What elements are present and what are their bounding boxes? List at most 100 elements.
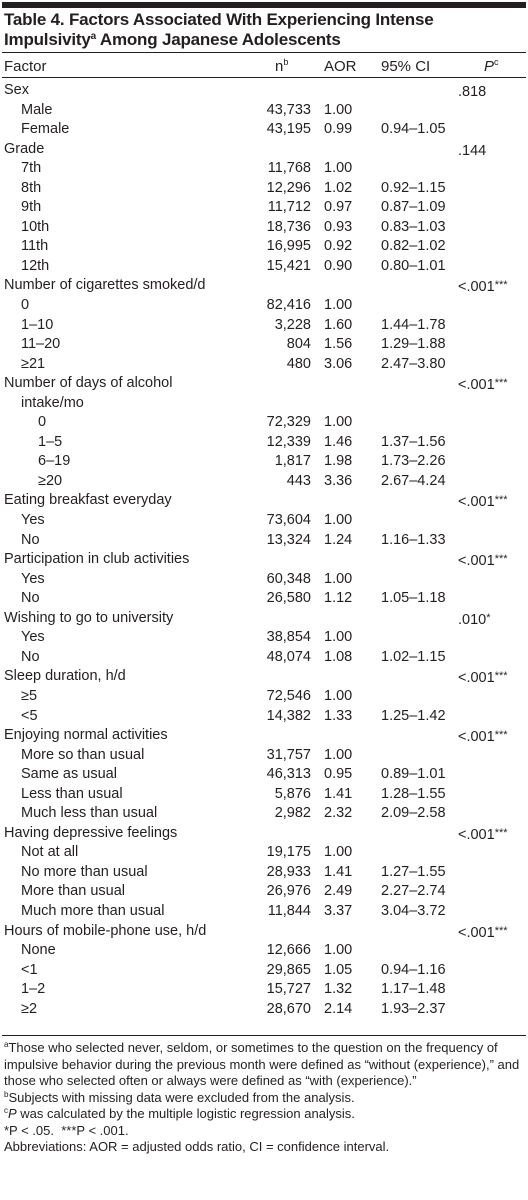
cell-p-stars: * (486, 611, 491, 624)
table-title: Table 4. Factors Associated With Experie… (4, 10, 524, 50)
cell-ci: 1.05–1.18 (381, 590, 446, 607)
cell-factor: ≥20 (38, 472, 63, 489)
cell-p: <.001*** (458, 374, 508, 396)
significance-1: *P < .05. (4, 1122, 54, 1138)
cell-factor: Number of days of alcohol (4, 375, 173, 392)
cell-factor: Same as usual (21, 766, 117, 783)
cell-factor: 9th (21, 199, 42, 216)
cell-p: .818 (458, 81, 486, 103)
cell-ci: 2.47–3.80 (381, 355, 446, 372)
table-row: ≥2 28,670 2.14 1.93–2.37 (0, 1000, 528, 1020)
cell-factor: Grade (4, 140, 45, 157)
cell-p-value: .818 (458, 84, 487, 100)
cell-ci: 1.44–1.78 (381, 316, 446, 333)
cell-p-stars: *** (494, 279, 508, 292)
cell-p-value: <.001 (458, 670, 495, 687)
header-n-footnote: b (283, 57, 289, 67)
title-footnote-mark: a (90, 31, 97, 42)
cell-p-value: <.001 (458, 826, 495, 843)
cell-ci: 3.04–3.72 (381, 902, 446, 919)
cell-p-stars: *** (494, 494, 508, 507)
table-row-category: Eating breakfast everyday <.001*** (0, 491, 528, 511)
cell-factor: Enjoying normal activities (4, 727, 168, 744)
cell-p-stars: *** (494, 924, 508, 937)
table-row: 0 72,329 1.00 (0, 413, 528, 433)
cell-p-stars: *** (494, 377, 508, 390)
table-row: intake/mo (0, 394, 528, 414)
table-row: 0 82,416 1.00 (0, 296, 528, 316)
cell-aor: 1.00 (324, 570, 353, 587)
table-title-line2: Impulsivitya Among Japanese Adolescents (4, 30, 524, 50)
table-row: 12th 15,421 0.90 0.80–1.01 (0, 257, 528, 277)
cell-n: 13,324 (266, 531, 311, 548)
table-row-category: Number of days of alcohol <.001*** (0, 374, 528, 394)
cell-aor: 0.97 (324, 199, 353, 216)
cell-p-value: <.001 (458, 494, 495, 511)
cell-factor: 7th (21, 160, 42, 177)
cell-n: 16,995 (266, 238, 311, 255)
cell-n: 48,074 (266, 648, 311, 665)
cell-aor: 1.24 (324, 531, 353, 548)
table-row: Less than usual 5,876 1.41 1.28–1.55 (0, 785, 528, 805)
cell-aor: 2.14 (324, 1000, 353, 1017)
cell-factor: Participation in club activities (4, 551, 190, 568)
header-bottom-rule (2, 77, 526, 78)
header-top-rule (2, 52, 526, 53)
cell-aor: 0.90 (324, 257, 353, 274)
cell-factor: 6–19 (38, 453, 71, 470)
cell-ci: 1.16–1.33 (381, 531, 446, 548)
cell-ci: 1.37–1.56 (381, 433, 446, 450)
cell-n: 26,580 (266, 590, 311, 607)
footnote-a-mark: a (4, 1040, 9, 1049)
header-n-label: n (275, 58, 284, 75)
table-row: More than usual 26,976 2.49 2.27–2.74 (0, 882, 528, 902)
cell-n: 2,982 (274, 805, 311, 822)
cell-n: 11,712 (267, 199, 311, 216)
table-row: 1–10 3,228 1.60 1.44–1.78 (0, 316, 528, 336)
cell-aor: 1.00 (324, 942, 353, 959)
cell-factor: Male (21, 101, 53, 118)
cell-factor: 11th (21, 238, 49, 255)
cell-factor: 1–5 (38, 433, 63, 450)
cell-factor: No more than usual (21, 863, 148, 880)
cell-factor: ≥21 (21, 355, 46, 372)
cell-aor: 2.32 (324, 805, 353, 822)
cell-factor: Having depressive feelings (4, 824, 178, 841)
cell-factor: No (21, 531, 40, 548)
table-row-category: Sleep duration, h/d <.001*** (0, 667, 528, 687)
cell-ci: 1.25–1.42 (381, 707, 446, 724)
footnote-c-mark: c (4, 1106, 8, 1115)
table-row-category: Hours of mobile-phone use, h/d <.001*** (0, 922, 528, 942)
table-row: 7th 11,768 1.00 (0, 159, 528, 179)
cell-n: 31,757 (266, 746, 311, 763)
cell-factor: No (21, 648, 40, 665)
cell-n: 28,933 (266, 863, 311, 880)
cell-aor: 1.33 (324, 707, 353, 724)
cell-n: 3,228 (274, 316, 311, 333)
cell-aor: 2.49 (324, 883, 353, 900)
cell-n: 43,195 (266, 121, 311, 138)
table-row-category: Sex .818 (0, 81, 528, 101)
cell-ci: 0.94–1.16 (381, 961, 446, 978)
cell-n: 73,604 (266, 512, 311, 529)
cell-aor: 3.06 (324, 355, 353, 372)
cell-aor: 1.08 (324, 648, 353, 665)
table-title-line1: Table 4. Factors Associated With Experie… (4, 10, 434, 29)
table-row: No 26,580 1.12 1.05–1.18 (0, 589, 528, 609)
cell-ci: 2.09–2.58 (381, 805, 446, 822)
cell-aor: 3.37 (324, 902, 353, 919)
cell-n: 11,768 (267, 160, 311, 177)
table-row: Not at all 19,175 1.00 (0, 843, 528, 863)
table-row: None 12,666 1.00 (0, 941, 528, 961)
cell-factor: Yes (21, 629, 45, 646)
table-row-category: Enjoying normal activities <.001*** (0, 726, 528, 746)
cell-aor: 1.12 (324, 590, 353, 607)
header-p-footnote: c (494, 57, 499, 67)
cell-n: 82,416 (266, 297, 311, 314)
table-row: No 13,324 1.24 1.16–1.33 (0, 531, 528, 551)
cell-p-value: .144 (458, 142, 487, 159)
cell-p-value: <.001 (458, 729, 495, 746)
footnotes: aThose who selected never, seldom, or so… (4, 1040, 522, 1156)
cell-n: 38,854 (266, 629, 311, 646)
table-bottom-rule (2, 1035, 526, 1036)
